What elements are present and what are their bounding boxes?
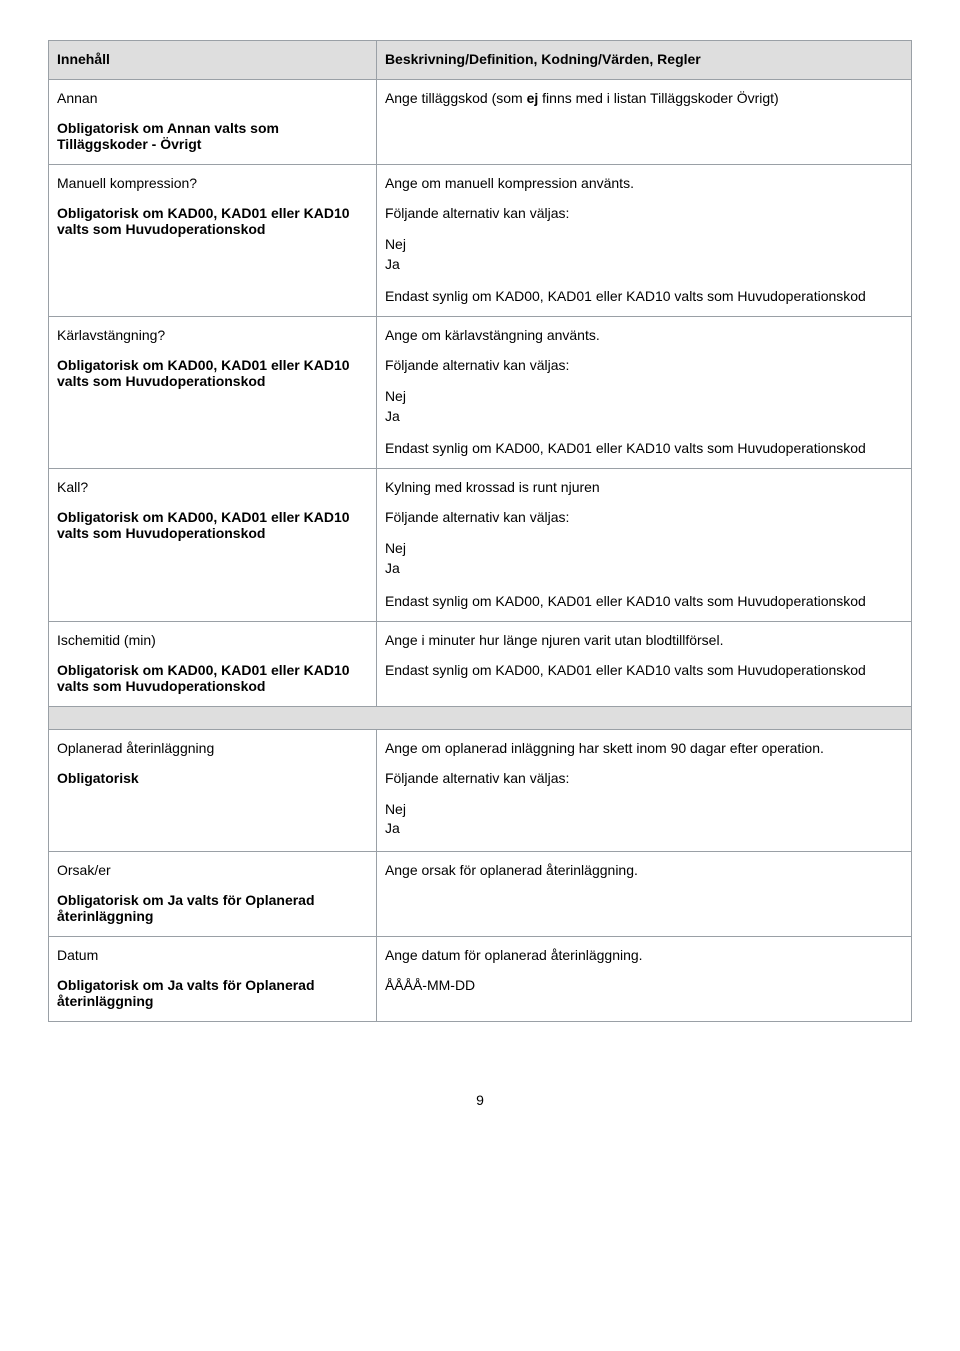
table-row: Oplanerad återinläggning Obligatorisk An… <box>49 729 912 851</box>
option: Ja <box>385 407 903 427</box>
field-title: Annan <box>57 90 368 106</box>
visibility-note: Endast synlig om KAD00, KAD01 eller KAD1… <box>385 593 903 609</box>
options: Nej Ja <box>385 387 903 426</box>
row-left: Ischemitid (min) Obligatorisk om KAD00, … <box>49 621 377 706</box>
visibility-note: Endast synlig om KAD00, KAD01 eller KAD1… <box>385 440 903 456</box>
option: Nej <box>385 539 903 559</box>
option: Nej <box>385 800 903 820</box>
row-left: Orsak/er Obligatorisk om Ja valts för Op… <box>49 851 377 936</box>
table-header-row: Innehåll Beskrivning/Definition, Kodning… <box>49 41 912 80</box>
definition-table: Innehåll Beskrivning/Definition, Kodning… <box>48 40 912 1022</box>
field-sub: Obligatorisk om KAD00, KAD01 eller KAD10… <box>57 205 368 237</box>
desc: Ange om kärlavstängning använts. <box>385 327 903 343</box>
field-sub: Obligatorisk om KAD00, KAD01 eller KAD10… <box>57 662 368 694</box>
field-sub: Obligatorisk om Ja valts för Oplanerad å… <box>57 892 368 924</box>
row-right: Ange orsak för oplanerad återinläggning. <box>376 851 911 936</box>
row-left: Kärlavstängning? Obligatorisk om KAD00, … <box>49 317 377 469</box>
row-right: Ange om kärlavstängning använts. Följand… <box>376 317 911 469</box>
row-right: Ange i minuter hur länge njuren varit ut… <box>376 621 911 706</box>
visibility-note: Endast synlig om KAD00, KAD01 eller KAD1… <box>385 288 903 304</box>
field-title: Orsak/er <box>57 862 368 878</box>
desc: Ange datum för oplanerad återinläggning. <box>385 947 903 963</box>
desc-prefix: Ange tilläggskod (som <box>385 90 527 106</box>
field-title: Datum <box>57 947 368 963</box>
row-left: Manuell kompression? Obligatorisk om KAD… <box>49 165 377 317</box>
page-number: 9 <box>48 1092 912 1108</box>
alt-label: Följande alternativ kan väljas: <box>385 770 903 786</box>
visibility-note: Endast synlig om KAD00, KAD01 eller KAD1… <box>385 662 903 678</box>
row-left: Datum Obligatorisk om Ja valts för Oplan… <box>49 936 377 1021</box>
table-row: Datum Obligatorisk om Ja valts för Oplan… <box>49 936 912 1021</box>
option: Nej <box>385 387 903 407</box>
row-right: Kylning med krossad is runt njuren Följa… <box>376 469 911 621</box>
table-row: Kall? Obligatorisk om KAD00, KAD01 eller… <box>49 469 912 621</box>
date-format: ÅÅÅÅ-MM-DD <box>385 977 903 993</box>
alt-label: Följande alternativ kan väljas: <box>385 509 903 525</box>
table-row: Kärlavstängning? Obligatorisk om KAD00, … <box>49 317 912 469</box>
desc-bold: ej <box>527 90 539 106</box>
options: Nej Ja <box>385 235 903 274</box>
option: Ja <box>385 559 903 579</box>
table-row: Orsak/er Obligatorisk om Ja valts för Op… <box>49 851 912 936</box>
header-left: Innehåll <box>49 41 377 80</box>
desc: Ange om oplanerad inläggning har skett i… <box>385 740 903 756</box>
row-left: Kall? Obligatorisk om KAD00, KAD01 eller… <box>49 469 377 621</box>
table-row: Ischemitid (min) Obligatorisk om KAD00, … <box>49 621 912 706</box>
field-title: Manuell kompression? <box>57 175 368 191</box>
options: Nej Ja <box>385 539 903 578</box>
section-spacer <box>49 706 912 729</box>
field-sub: Obligatorisk om Annan valts som Tilläggs… <box>57 120 368 152</box>
field-title: Kärlavstängning? <box>57 327 368 343</box>
field-sub: Obligatorisk om KAD00, KAD01 eller KAD10… <box>57 357 368 389</box>
desc: Ange i minuter hur länge njuren varit ut… <box>385 632 903 648</box>
option: Ja <box>385 819 903 839</box>
desc: Ange om manuell kompression använts. <box>385 175 903 191</box>
header-right: Beskrivning/Definition, Kodning/Värden, … <box>376 41 911 80</box>
table-row: Manuell kompression? Obligatorisk om KAD… <box>49 165 912 317</box>
field-sub: Obligatorisk om KAD00, KAD01 eller KAD10… <box>57 509 368 541</box>
alt-label: Följande alternativ kan väljas: <box>385 205 903 221</box>
table-row: Annan Obligatorisk om Annan valts som Ti… <box>49 80 912 165</box>
field-title: Kall? <box>57 479 368 495</box>
field-sub: Obligatorisk <box>57 770 368 786</box>
option: Nej <box>385 235 903 255</box>
alt-label: Följande alternativ kan väljas: <box>385 357 903 373</box>
desc-suffix: finns med i listan Tilläggskoder Övrigt) <box>538 90 778 106</box>
option: Ja <box>385 255 903 275</box>
desc: Kylning med krossad is runt njuren <box>385 479 903 495</box>
options: Nej Ja <box>385 800 903 839</box>
field-title: Oplanerad återinläggning <box>57 740 368 756</box>
field-title: Ischemitid (min) <box>57 632 368 648</box>
row-right: Ange tilläggskod (som ej finns med i lis… <box>376 80 911 165</box>
row-right: Ange om oplanerad inläggning har skett i… <box>376 729 911 851</box>
desc: Ange orsak för oplanerad återinläggning. <box>385 862 903 878</box>
row-right: Ange datum för oplanerad återinläggning.… <box>376 936 911 1021</box>
row-right: Ange om manuell kompression använts. Föl… <box>376 165 911 317</box>
row-left: Oplanerad återinläggning Obligatorisk <box>49 729 377 851</box>
field-sub: Obligatorisk om Ja valts för Oplanerad å… <box>57 977 368 1009</box>
row-left: Annan Obligatorisk om Annan valts som Ti… <box>49 80 377 165</box>
